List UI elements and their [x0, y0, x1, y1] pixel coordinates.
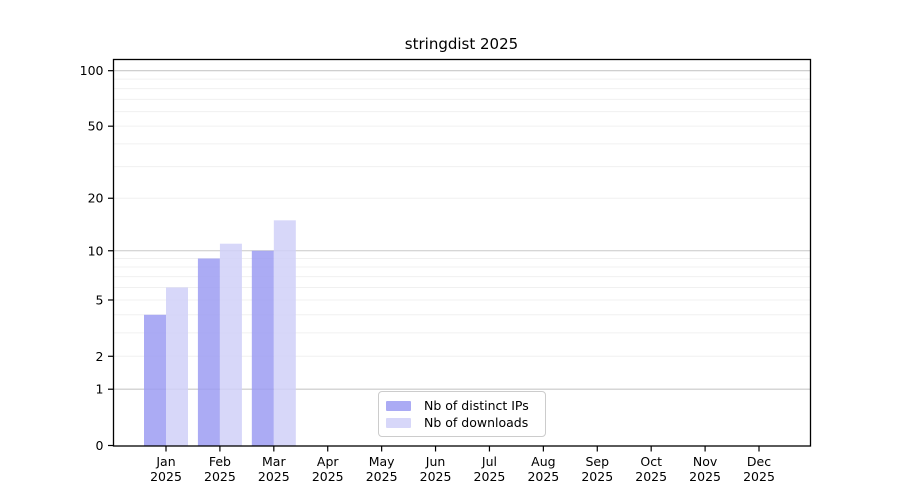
y-tick-label: 20: [88, 191, 104, 206]
x-tick-label-year: 2025: [150, 469, 182, 484]
y-tick-label: 0: [96, 438, 104, 453]
chart-legend: Nb of distinct IPs Nb of downloads: [378, 391, 546, 437]
chart-title: stringdist 2025: [404, 35, 519, 53]
x-tick-label-year: 2025: [420, 469, 452, 484]
legend-item-distinct-ips: Nb of distinct IPs: [386, 398, 537, 413]
x-tick-label-year: 2025: [312, 469, 344, 484]
x-tick-label-month: Nov: [693, 454, 718, 469]
y-tick-label: 10: [88, 243, 104, 258]
bar-ips-jan: [144, 314, 166, 446]
x-tick-label-month: May: [369, 454, 395, 469]
plot-frame: [112, 58, 812, 447]
x-tick-label-month: Apr: [317, 454, 339, 469]
x-tick-label-year: 2025: [258, 469, 290, 484]
legend-label-distinct-ips: Nb of distinct IPs: [424, 398, 529, 413]
y-tick-label: 100: [80, 63, 104, 78]
x-tick-label-month: Sep: [585, 454, 609, 469]
x-tick-label-year: 2025: [474, 469, 506, 484]
x-tick-label-month: Feb: [209, 454, 231, 469]
x-tick-label-year: 2025: [743, 469, 775, 484]
x-tick-label-year: 2025: [689, 469, 721, 484]
y-tick-label: 50: [88, 119, 104, 134]
bar-ips-feb: [197, 258, 220, 446]
legend-label-downloads: Nb of downloads: [424, 415, 529, 430]
x-tick-label-year: 2025: [366, 469, 398, 484]
y-tick-label: 2: [96, 349, 104, 364]
y-tick-label: 5: [96, 292, 104, 307]
x-tick-label-year: 2025: [635, 469, 667, 484]
legend-swatch-distinct-ips: [386, 400, 411, 411]
x-tick-label-year: 2025: [527, 469, 559, 484]
x-tick-label-month: Mar: [262, 454, 286, 469]
x-tick-label-month: Oct: [640, 454, 662, 469]
legend-item-downloads: Nb of downloads: [386, 415, 537, 430]
bar-ips-mar: [251, 250, 274, 446]
bar-downloads-feb: [219, 243, 242, 446]
x-tick-label-month: Aug: [531, 454, 555, 469]
bar-downloads-mar: [273, 220, 296, 446]
x-tick-label-year: 2025: [204, 469, 236, 484]
legend-swatch-downloads: [386, 417, 411, 428]
bar-downloads-jan: [166, 287, 188, 446]
x-tick-label-month: Dec: [747, 454, 771, 469]
x-tick-label-month: Jul: [481, 454, 497, 469]
x-tick-label-month: Jan: [155, 454, 175, 469]
y-tick-label: 1: [96, 382, 104, 397]
x-tick-label-year: 2025: [581, 469, 613, 484]
x-tick-label-month: Jun: [425, 454, 446, 469]
